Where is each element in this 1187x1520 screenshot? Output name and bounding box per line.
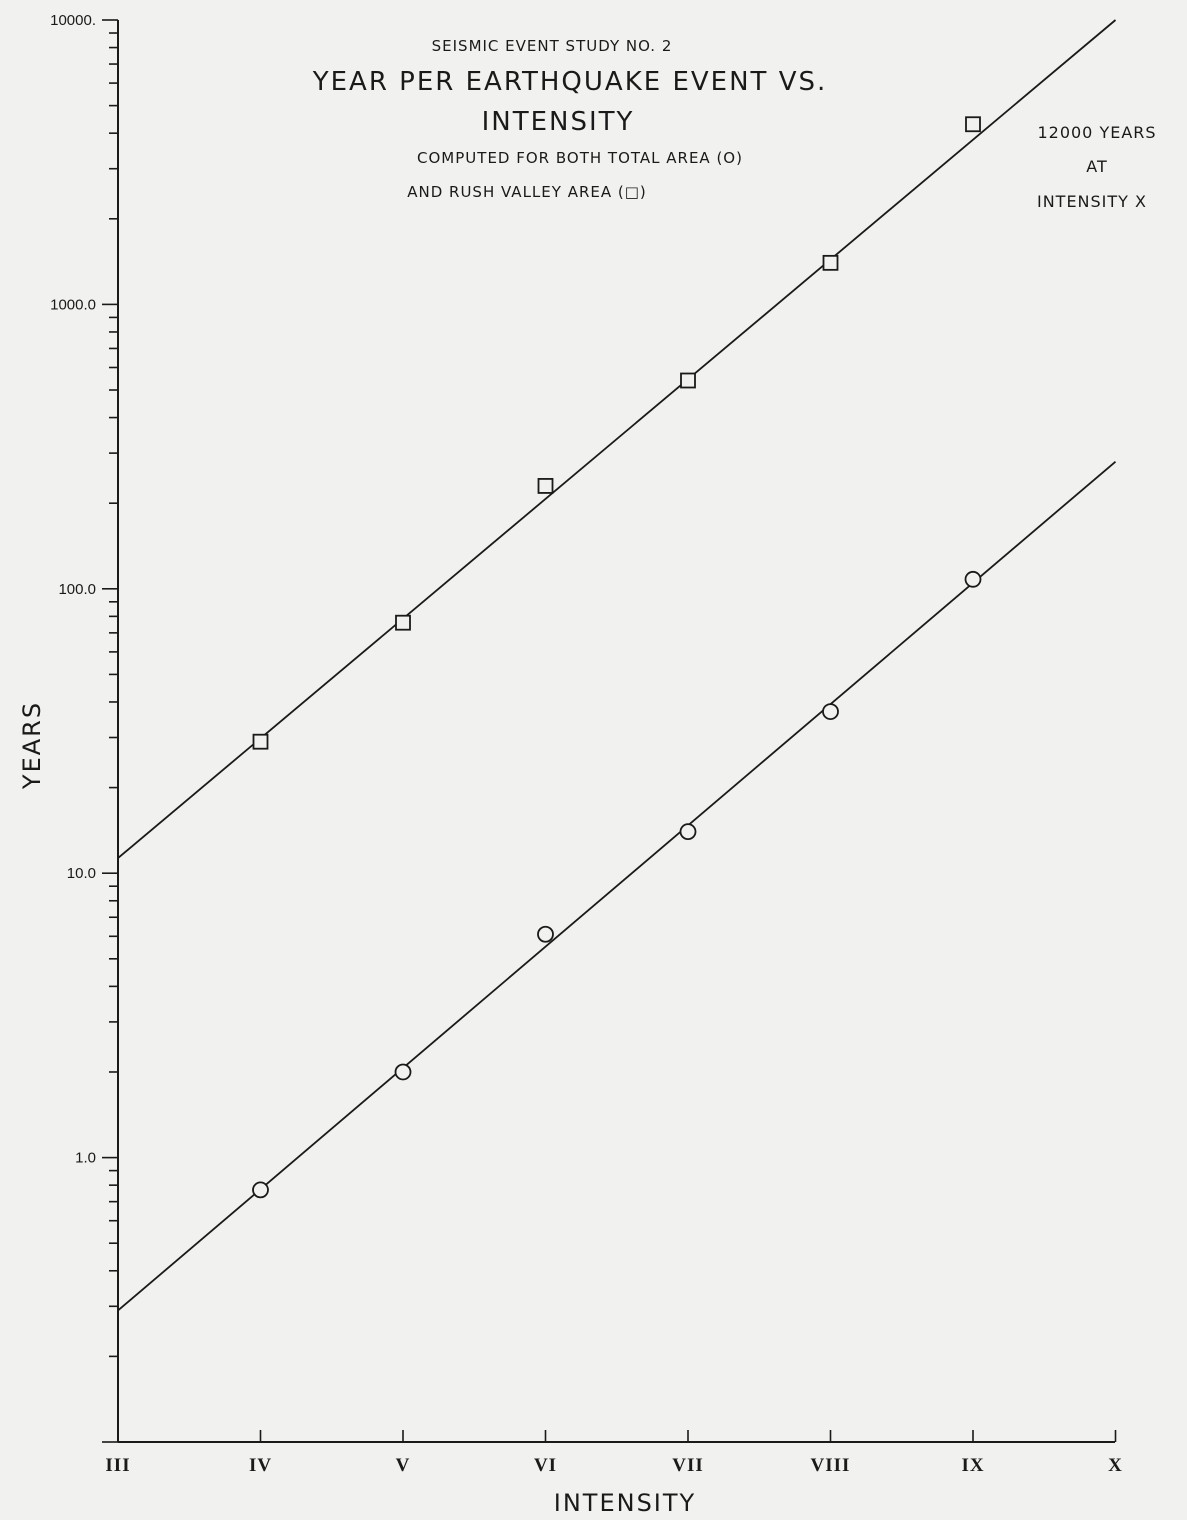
y-axis-label: YEARS [18,701,46,790]
x-tick-label: III [105,1455,130,1476]
x-tick-label: VII [672,1455,704,1476]
x-tick-label: VIII [811,1455,851,1476]
x-ticks [117,1430,1117,1442]
annotation-line-3: INTENSITY X [1037,192,1147,211]
x-axis-label: INTENSITY [554,1489,696,1517]
x-tick-label: IX [961,1455,984,1476]
x-tick-label: X [1108,1455,1123,1476]
annotation-line-2: AT [1086,157,1107,176]
x-tick-labels: III IV V VI VII VIII IX X [105,1455,1123,1476]
circle-point [964,570,982,588]
y-tick-label: 1.0 [75,1150,96,1167]
chart-title: SEISMIC EVENT STUDY NO. 2 YEAR PER EARTH… [312,37,828,201]
annotation-line-1: 12000 YEARS [1037,123,1156,142]
y-tick-label: 1000.0 [50,296,96,313]
fit-lines [117,19,1117,1312]
title-line-1: SEISMIC EVENT STUDY NO. 2 [432,37,673,55]
title-line-2: YEAR PER EARTHQUAKE EVENT VS. [312,67,828,97]
circle-point [537,925,554,943]
circle-series-fit-line [117,460,1117,1312]
square-point [965,116,981,133]
x-tick-label: IV [249,1455,272,1476]
data-points [252,116,982,1199]
circle-point [822,703,839,721]
subtitle-line-2: AND RUSH VALLEY AREA (□) [407,183,647,201]
subtitle-line-1: COMPUTED FOR BOTH TOTAL AREA (O) [417,149,743,167]
y-tick-labels: 1.0 10.0 100.0 1000.0 10000. [50,12,96,1167]
square-point [680,372,696,389]
square-point [252,733,269,750]
x-tick-label: VI [534,1455,557,1476]
y-ticks [102,19,118,1443]
square-point [537,478,554,494]
y-tick-label: 100.0 [58,581,96,598]
square-point [395,614,411,631]
y-tick-label: 10000. [50,12,96,29]
circle-point [252,1181,269,1199]
x-tick-label: V [396,1455,411,1476]
y-tick-label: 10.0 [67,865,96,882]
square-point [822,254,839,271]
circle-point [679,823,697,841]
title-line-3: INTENSITY [482,107,635,137]
circle-point [394,1063,412,1081]
axes [117,20,1115,1443]
square-series-fit-line [117,19,1117,859]
annotation-12000-years: 12000 YEARS AT INTENSITY X [1037,123,1156,211]
